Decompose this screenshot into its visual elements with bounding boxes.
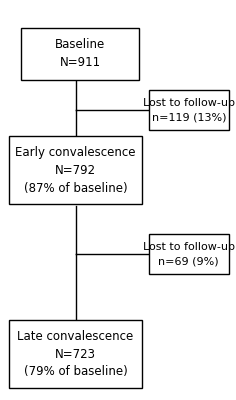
Text: Baseline
N=911: Baseline N=911: [55, 38, 105, 70]
Bar: [149, 234, 229, 274]
Text: Lost to follow-up
n=69 (9%): Lost to follow-up n=69 (9%): [143, 242, 235, 266]
Bar: [149, 90, 229, 130]
Bar: [9, 136, 142, 204]
Bar: [9, 320, 142, 388]
Bar: [21, 28, 139, 80]
Text: Early convalescence
N=792
(87% of baseline): Early convalescence N=792 (87% of baseli…: [15, 146, 136, 194]
Text: Lost to follow-up
n=119 (13%): Lost to follow-up n=119 (13%): [143, 98, 235, 122]
Text: Late convalescence
N=723
(79% of baseline): Late convalescence N=723 (79% of baselin…: [17, 330, 134, 378]
